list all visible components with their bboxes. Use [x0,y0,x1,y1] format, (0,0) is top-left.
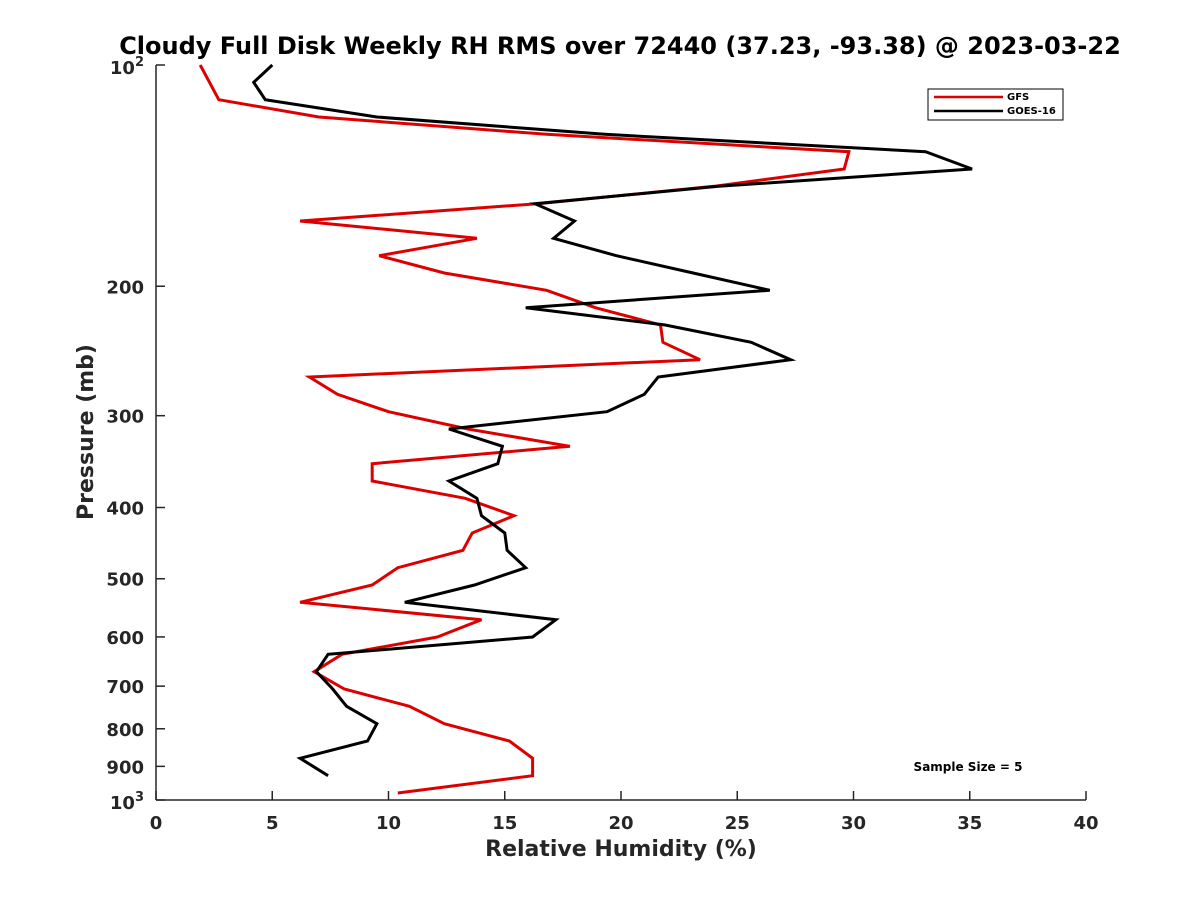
y-tick-label: 103 [110,790,144,814]
x-tick-label: 40 [1073,813,1098,834]
x-tick-label: 30 [841,813,866,834]
series-line-gfs [198,64,851,795]
legend: GFS GOES-16 [927,88,1064,121]
legend-box [927,88,1064,121]
sample-size-annotation: Sample Size = 5 [914,760,1023,774]
y-tick-label: 800 [106,720,144,741]
y-tick-label: 400 [106,499,144,520]
x-axis-label: Relative Humidity (%) [485,837,757,862]
y-tick-label: 500 [106,570,144,591]
y-axis-ticks: 102 200 300 400 500 600 700 800 900 103 [106,55,165,814]
legend-entry-gfs: GFS [1007,92,1029,103]
y-tick-label: 102 [110,55,144,79]
x-tick-label: 0 [150,813,163,834]
y-tick-label: 600 [106,628,144,649]
series-line-goes-16 [251,63,973,777]
x-tick-label: 20 [608,813,633,834]
x-tick-label: 10 [376,813,401,834]
x-tick-label: 5 [266,813,279,834]
chart-title: Cloudy Full Disk Weekly RH RMS over 7244… [119,32,1121,60]
y-axis-label: Pressure (mb) [74,344,99,520]
y-tick-label: 900 [106,757,144,778]
plot-area [156,65,1086,800]
y-tick-label: 200 [106,277,144,298]
legend-entry-goes-16: GOES-16 [1007,106,1056,117]
x-tick-label: 15 [492,813,517,834]
x-axis-ticks: 0 5 10 15 20 25 30 35 40 [150,791,1099,834]
y-tick-label: 300 [106,407,144,428]
x-tick-label: 25 [725,813,750,834]
series-layer [198,63,973,795]
y-tick-label: 700 [106,677,144,698]
x-tick-label: 35 [957,813,982,834]
